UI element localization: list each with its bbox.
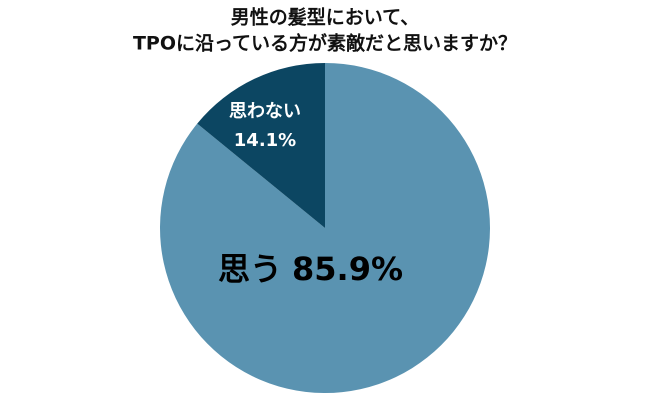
- value-label: 14.1%: [234, 130, 296, 151]
- chart-title: 男性の髪型において、: [231, 6, 419, 29]
- pie-slice: [197, 63, 325, 228]
- value-label: 85.9%: [292, 250, 403, 288]
- slice-label: 思う: [218, 250, 282, 288]
- pie-slice: [159, 63, 490, 393]
- slice-label: 思わない: [229, 101, 301, 122]
- chart-title: TPOに沿っている方が素敵だと思いますか？: [133, 32, 517, 55]
